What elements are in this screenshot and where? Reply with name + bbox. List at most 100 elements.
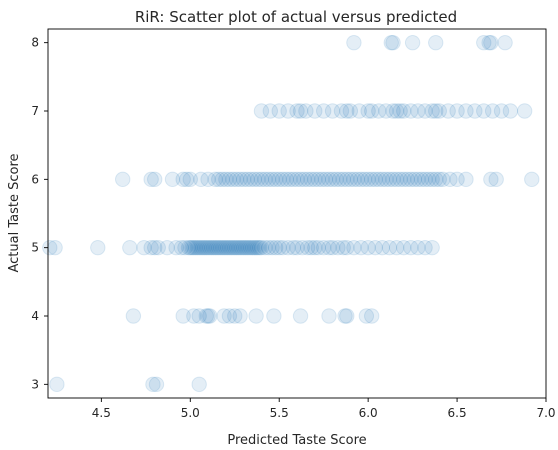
scatter-point — [266, 308, 282, 324]
scatter-point — [253, 171, 270, 188]
scatter-point — [145, 376, 161, 393]
scatter-point — [275, 239, 291, 256]
scatter-point — [271, 103, 287, 119]
scatter-point — [182, 171, 198, 188]
scatter-point — [200, 308, 216, 324]
scatter-point — [449, 171, 465, 188]
scatter-point — [235, 171, 252, 188]
scatter-point — [164, 171, 181, 188]
scatter-point — [235, 239, 252, 256]
scatter-point — [299, 239, 316, 256]
scatter-point — [202, 308, 218, 324]
scatter-point — [223, 239, 239, 256]
scatter-point — [200, 171, 216, 188]
scatter-point — [232, 308, 248, 324]
scatter-point — [122, 239, 138, 256]
scatter-point — [260, 171, 277, 188]
scatter-point — [497, 34, 513, 51]
scatter-point — [278, 171, 295, 188]
scatter-point — [198, 308, 214, 324]
scatter-point — [337, 308, 353, 324]
scatter-point — [493, 103, 510, 119]
scatter-point — [428, 103, 444, 119]
scatter-point — [260, 239, 277, 256]
scatter-point — [358, 308, 375, 324]
scatter-point — [202, 239, 218, 256]
scatter-point — [440, 103, 456, 119]
axes-frame — [47, 28, 547, 399]
scatter-point — [488, 171, 504, 188]
scatter-point — [428, 171, 444, 188]
scatter-point — [307, 171, 323, 188]
x-tick-label: 6.0 — [359, 406, 378, 420]
scatter-point — [335, 239, 351, 256]
scatter-point — [221, 239, 238, 256]
scatter-point — [191, 308, 207, 324]
scatter-point — [289, 239, 305, 256]
scatter-point — [177, 239, 193, 256]
scatter-point — [364, 308, 380, 324]
scatter-point — [239, 239, 255, 256]
scatter-point — [209, 239, 225, 256]
scatter-point — [285, 171, 302, 188]
scatter-point — [228, 239, 245, 256]
scatter-point — [186, 239, 202, 256]
scatter-point — [396, 171, 412, 188]
scatter-point — [378, 171, 394, 188]
scatter-point — [228, 171, 245, 188]
y-tick-label: 6 — [31, 172, 39, 186]
scatter-point — [196, 239, 213, 256]
scatter-point — [143, 239, 159, 256]
scatter-point — [346, 34, 362, 51]
scatter-point — [458, 103, 474, 119]
scatter-point — [243, 171, 259, 188]
scatter-point — [257, 171, 273, 188]
scatter-point — [214, 171, 231, 188]
scatter-point — [159, 239, 175, 256]
scatter-point — [241, 239, 257, 256]
scatter-point — [253, 103, 270, 119]
scatter-point — [342, 103, 359, 119]
scatter-point — [420, 171, 437, 188]
scatter-point — [239, 171, 255, 188]
scatter-point — [516, 103, 533, 119]
plot-area — [42, 28, 547, 399]
scatter-point — [424, 171, 440, 188]
scatter-point — [225, 239, 241, 256]
scatter-point — [237, 239, 254, 256]
scatter-point — [264, 171, 280, 188]
points-layer — [42, 34, 540, 393]
scatter-point — [339, 171, 355, 188]
scatter-point — [524, 171, 540, 188]
scatter-point — [246, 239, 263, 256]
scatter-point — [282, 171, 298, 188]
scatter-point — [267, 239, 284, 256]
scatter-point — [225, 171, 241, 188]
scatter-point — [184, 239, 200, 256]
scatter-point — [310, 171, 327, 188]
scatter-point — [364, 103, 380, 119]
scatter-point — [292, 103, 309, 119]
scatter-point — [396, 103, 412, 119]
scatter-point — [221, 171, 238, 188]
scatter-point — [212, 239, 229, 256]
scatter-point — [303, 171, 319, 188]
scatter-point — [221, 308, 238, 324]
scatter-point — [417, 239, 433, 256]
scatter-point — [321, 239, 337, 256]
scatter-point — [143, 171, 159, 188]
scatter-point — [207, 171, 223, 188]
scatter-point — [353, 171, 369, 188]
scatter-point — [230, 239, 247, 256]
scatter-point — [339, 103, 355, 119]
scatter-point — [262, 103, 279, 119]
scatter-point — [321, 171, 337, 188]
scatter-point — [449, 103, 465, 119]
y-tick-label: 7 — [31, 104, 39, 118]
x-tick-label: 4.5 — [92, 406, 111, 420]
scatter-point — [248, 239, 264, 256]
scatter-point — [328, 171, 344, 188]
scatter-point — [211, 171, 227, 188]
scatter-point — [191, 376, 207, 393]
